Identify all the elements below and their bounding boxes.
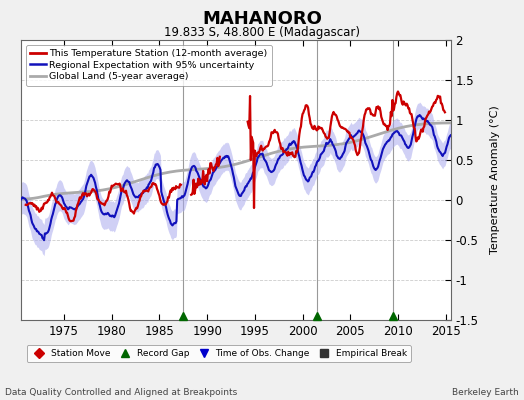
Legend: Station Move, Record Gap, Time of Obs. Change, Empirical Break: Station Move, Record Gap, Time of Obs. C… [27,346,411,362]
Text: 19.833 S, 48.800 E (Madagascar): 19.833 S, 48.800 E (Madagascar) [164,26,360,39]
Text: MAHANORO: MAHANORO [202,10,322,28]
Text: Data Quality Controlled and Aligned at Breakpoints: Data Quality Controlled and Aligned at B… [5,388,237,397]
Y-axis label: Temperature Anomaly (°C): Temperature Anomaly (°C) [489,106,499,254]
Text: Berkeley Earth: Berkeley Earth [452,388,519,397]
